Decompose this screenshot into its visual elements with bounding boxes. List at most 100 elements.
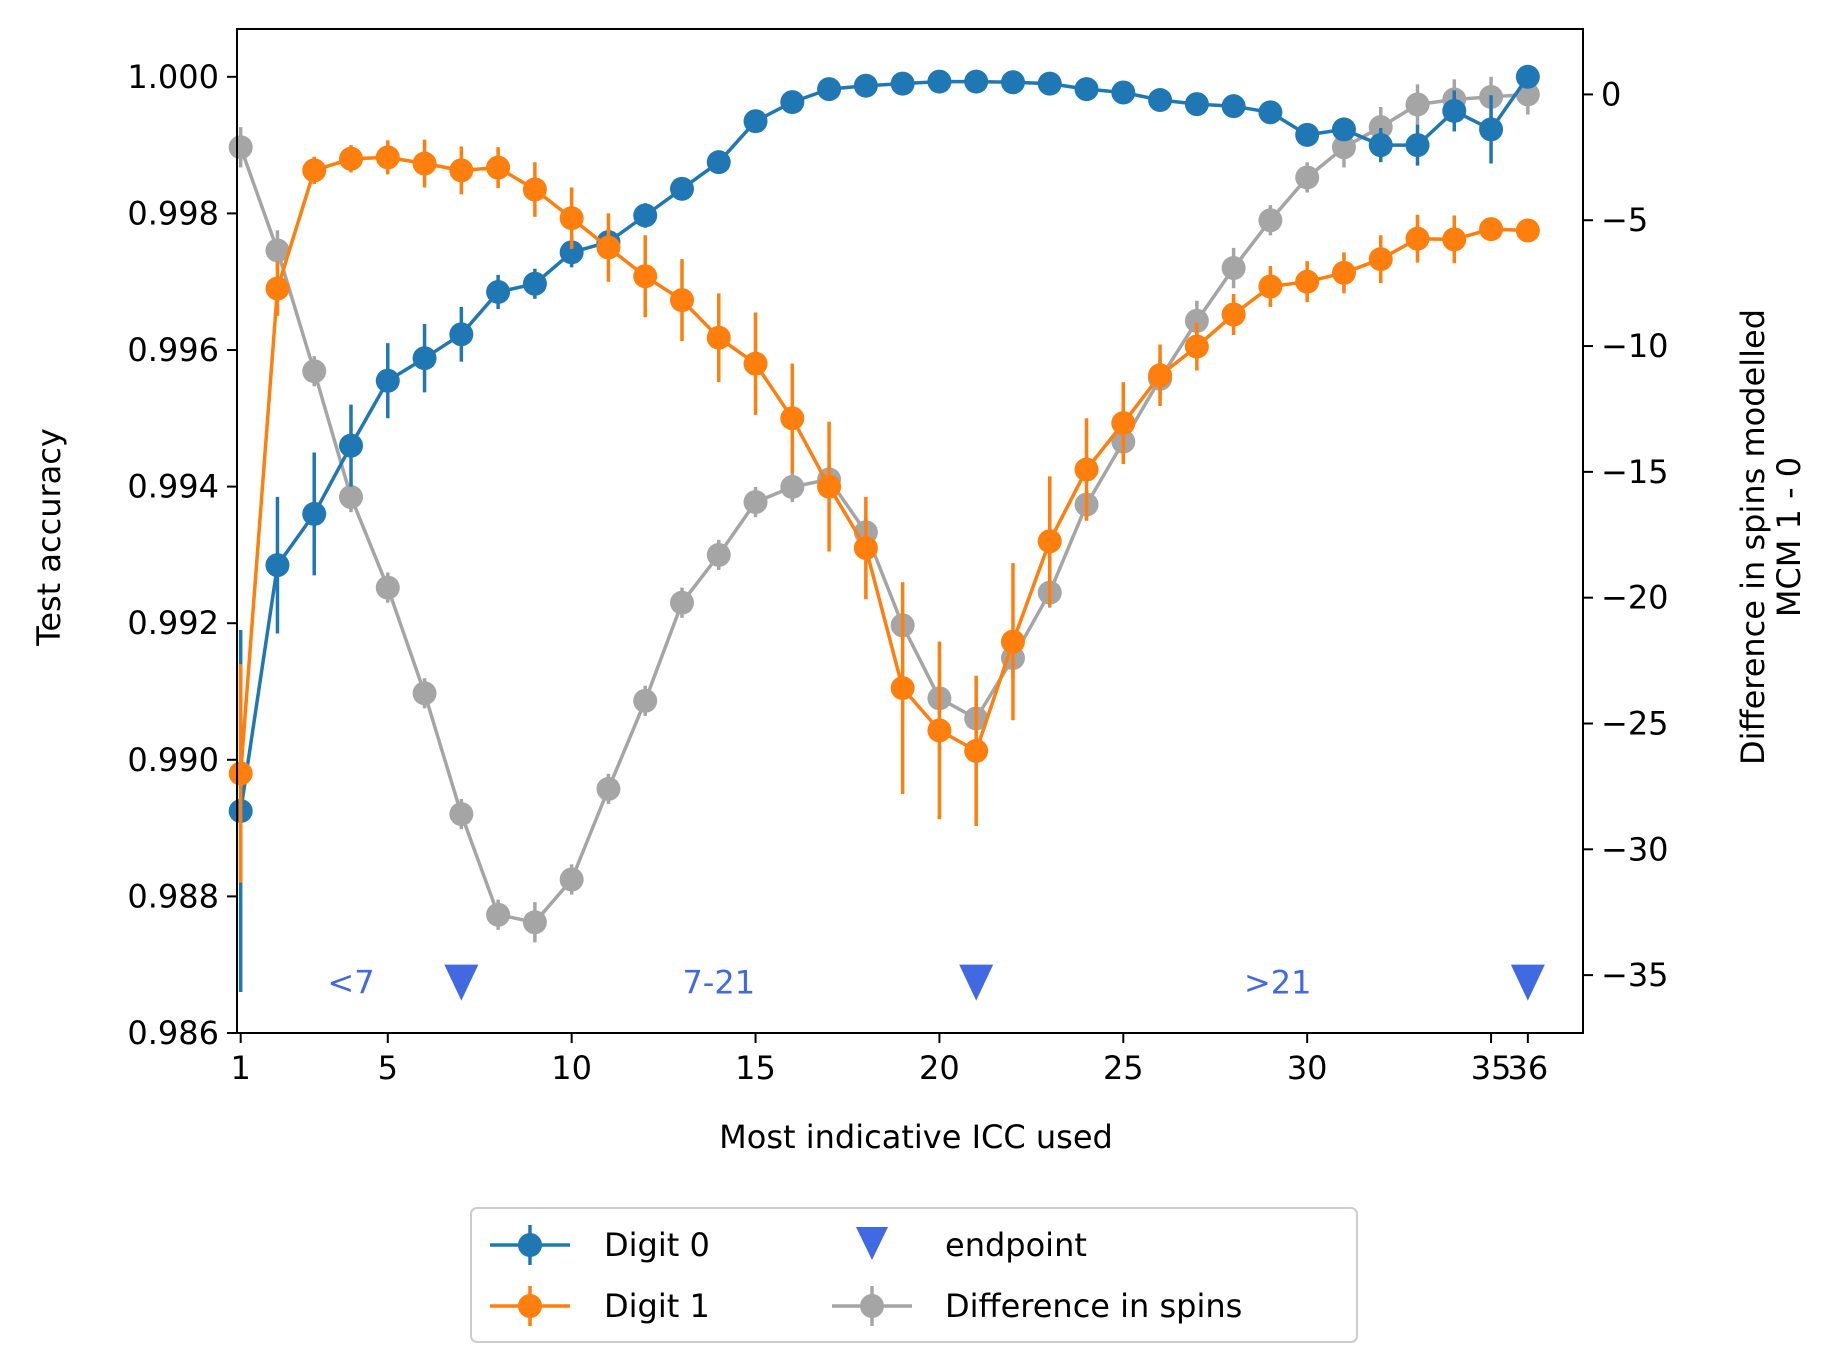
y-right-tick-label: −15 — [1601, 453, 1669, 491]
legend-entry-endpoint: endpoint — [856, 1226, 1087, 1264]
data-point-digit-0 — [1000, 70, 1025, 95]
y-left-tick-label: 0.994 — [127, 468, 219, 506]
data-point-digit-0 — [780, 90, 805, 115]
data-point-digit-1 — [228, 761, 253, 786]
endpoint-marker — [1510, 964, 1545, 1001]
series-layer — [228, 64, 1540, 993]
data-point-digit-0 — [1368, 133, 1393, 158]
data-point-digit-1 — [743, 351, 768, 376]
series-difference-in-spins — [228, 74, 1540, 943]
data-point-digit-0 — [1515, 64, 1540, 89]
data-point-digit-1 — [375, 145, 400, 170]
region-label: <7 — [327, 964, 374, 1002]
data-point-digit-1 — [853, 536, 878, 561]
data-point-digit-1 — [817, 474, 842, 499]
x-tick-label: 25 — [1103, 1049, 1144, 1087]
axis-labels: Most indicative ICC used Test accuracy D… — [30, 309, 1808, 1156]
legend-diff-label: Difference in spins — [945, 1287, 1242, 1325]
data-point-digit-1 — [412, 151, 437, 176]
data-point-digit-0 — [633, 203, 658, 228]
data-point-digit-1 — [780, 406, 805, 431]
legend: Digit 0 Digit 1 endpoint Difference in s… — [470, 1207, 1358, 1343]
y-right-tick-label: 0 — [1601, 75, 1621, 113]
data-point-digit-1 — [596, 235, 621, 260]
data-point-difference-in-spins — [449, 802, 474, 827]
region-label: 7-21 — [682, 964, 755, 1002]
data-point-digit-0 — [1074, 77, 1099, 102]
y-left-tick-label: 0.988 — [127, 877, 219, 915]
data-point-digit-0 — [1405, 133, 1430, 158]
data-point-digit-0 — [375, 368, 400, 393]
y-axis-right-label-line1: Difference in spins modelled — [1734, 309, 1772, 765]
data-point-digit-0 — [1479, 117, 1504, 142]
data-point-digit-1 — [633, 264, 658, 289]
x-tick-label: 10 — [551, 1049, 592, 1087]
data-point-difference-in-spins — [412, 681, 437, 706]
y-right-tick-label: −30 — [1601, 830, 1669, 868]
region-label: >21 — [1244, 964, 1312, 1002]
data-point-digit-1 — [522, 177, 547, 202]
legend-endpoint-marker — [856, 1227, 888, 1260]
data-point-difference-in-spins — [1295, 165, 1320, 190]
data-point-digit-0 — [964, 69, 989, 94]
legend-diff-marker — [860, 1294, 884, 1318]
y-right-tick-label: −5 — [1601, 201, 1648, 239]
y-axis-left-label: Test accuracy — [30, 428, 68, 647]
series-digit-1 — [228, 139, 1540, 883]
series-line-digit-1 — [238, 155, 1528, 774]
data-point-digit-1 — [1148, 363, 1173, 388]
legend-endpoint-label: endpoint — [945, 1226, 1087, 1264]
data-point-digit-0 — [559, 240, 584, 265]
data-point-digit-1 — [1000, 629, 1025, 654]
legend-entry-difference-in-spins — [832, 1286, 912, 1326]
data-point-digit-1 — [890, 676, 915, 701]
x-tick-label: 1 — [230, 1049, 250, 1087]
data-point-digit-1 — [1368, 247, 1393, 272]
data-point-digit-0 — [817, 77, 842, 102]
data-point-digit-0 — [449, 322, 474, 347]
data-point-digit-0 — [853, 73, 878, 98]
data-point-digit-0 — [706, 150, 731, 175]
data-point-digit-0 — [1148, 88, 1173, 113]
data-point-difference-in-spins — [596, 776, 621, 801]
data-point-digit-0 — [1111, 80, 1136, 105]
data-point-digit-0 — [339, 433, 364, 458]
endpoint-marker — [959, 964, 994, 1001]
y-right-tick-label: −20 — [1601, 579, 1669, 617]
data-point-difference-in-spins — [669, 590, 694, 615]
legend-digit-1-label: Digit 1 — [604, 1287, 710, 1325]
data-point-difference-in-spins — [1258, 208, 1283, 233]
axes: 1 5 10 15 20 25 30 35360.9860.9880.9900.9920.99… — [127, 28, 1669, 1087]
data-point-digit-1 — [1258, 274, 1283, 299]
data-point-digit-1 — [339, 146, 364, 171]
data-point-digit-1 — [669, 288, 694, 313]
data-point-difference-in-spins — [486, 902, 511, 927]
y-right-tick-label: −35 — [1601, 956, 1669, 994]
data-point-digit-0 — [1331, 117, 1356, 142]
y-right-tick-label: −25 — [1601, 704, 1669, 742]
data-point-digit-1 — [449, 158, 474, 183]
series-line-difference-in-spins — [239, 92, 1528, 925]
data-point-difference-in-spins — [265, 238, 290, 263]
data-point-difference-in-spins — [1368, 115, 1393, 140]
data-point-digit-0 — [1258, 100, 1283, 125]
data-point-difference-in-spins — [1331, 135, 1356, 160]
x-axis-label: Most indicative ICC used — [719, 1118, 1113, 1156]
data-point-difference-in-spins — [1515, 82, 1540, 107]
data-point-difference-in-spins — [1184, 308, 1209, 333]
data-point-difference-in-spins — [339, 485, 364, 510]
data-point-difference-in-spins — [780, 474, 805, 499]
data-point-digit-0 — [486, 279, 511, 304]
data-point-difference-in-spins — [633, 688, 658, 713]
y-left-tick-label: 0.986 — [127, 1014, 219, 1052]
data-point-digit-1 — [1074, 457, 1099, 482]
endpoint-markers — [444, 964, 1545, 1001]
data-point-digit-0 — [265, 553, 290, 578]
data-point-digit-1 — [302, 158, 327, 183]
data-point-digit-0 — [890, 71, 915, 96]
data-point-difference-in-spins — [743, 490, 768, 515]
data-point-digit-1 — [1331, 260, 1356, 285]
data-point-digit-0 — [1221, 94, 1246, 119]
data-point-digit-1 — [1405, 226, 1430, 251]
